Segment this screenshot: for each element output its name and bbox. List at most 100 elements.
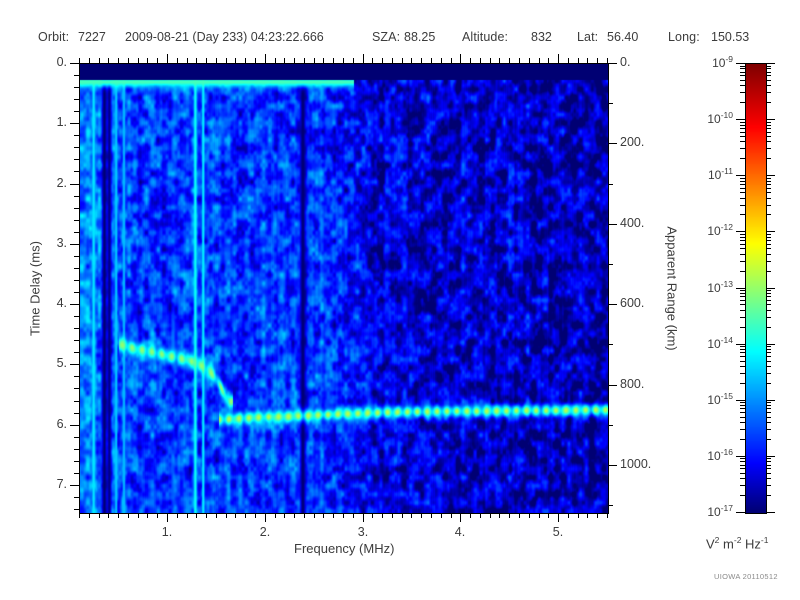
x-minor-tick <box>441 513 442 518</box>
colorbar-minor-tick-right <box>766 356 771 357</box>
x-minor-tick-top <box>177 58 178 63</box>
colorbar-minor-tick-right <box>766 72 771 73</box>
colorbar-tick-label: 10-12 <box>675 222 733 238</box>
x-minor-tick <box>118 513 119 518</box>
y-right-tick-label: 800. <box>620 377 645 391</box>
y-left-minor-tick <box>74 292 79 293</box>
y-left-tick-label: 6. <box>56 417 67 431</box>
x-major-tick <box>558 513 559 522</box>
colorbar-minor-tick-right <box>766 240 771 241</box>
y-right-major-tick <box>608 63 617 64</box>
x-minor-tick-top <box>441 58 442 63</box>
colorbar-minor-tick-left <box>740 296 745 297</box>
colorbar-minor-tick-left <box>740 72 745 73</box>
colorbar-minor-tick-left <box>740 429 745 430</box>
colorbar-minor-tick-left <box>740 356 745 357</box>
x-minor-tick-top <box>519 58 520 63</box>
colorbar-minor-tick-left <box>740 402 745 403</box>
orbit-value: 7227 <box>78 30 106 44</box>
colorbar-tick-label: 10-10 <box>675 110 733 126</box>
colorbar-mantissa: 10 <box>707 112 721 126</box>
colorbar-minor-tick-left <box>740 148 745 149</box>
x-major-tick-top <box>460 54 461 63</box>
x-minor-tick <box>128 513 129 518</box>
colorbar-minor-tick-left <box>740 214 745 215</box>
x-minor-tick <box>255 513 256 518</box>
x-minor-tick <box>294 513 295 518</box>
colorbar-minor-tick-left <box>740 310 745 311</box>
colorbar-minor-tick-right <box>766 458 771 459</box>
colorbar-minor-tick-right <box>766 136 771 137</box>
x-major-tick <box>265 513 266 522</box>
y-left-minor-tick <box>74 509 79 510</box>
colorbar-mantissa: 10 <box>707 505 721 519</box>
colorbar-major-tick-left <box>736 231 745 232</box>
y-right-major-tick <box>608 304 617 305</box>
x-minor-tick <box>470 513 471 518</box>
y-left-minor-tick <box>74 473 79 474</box>
colorbar-minor-tick-left <box>740 366 745 367</box>
colorbar-minor-tick-right <box>766 473 771 474</box>
y-right-major-tick <box>608 224 617 225</box>
colorbar-major-tick-left <box>736 175 745 176</box>
colorbar <box>745 63 767 514</box>
y-left-tick-label: 4. <box>56 296 67 310</box>
sza-label: SZA: <box>372 30 401 44</box>
x-minor-tick-top <box>226 58 227 63</box>
colorbar-minor-tick-left <box>740 122 745 123</box>
y-left-minor-tick <box>74 111 79 112</box>
y-left-tick-label: 3. <box>56 236 67 250</box>
x-minor-tick <box>578 513 579 518</box>
colorbar-minor-tick-left <box>740 102 745 103</box>
x-minor-tick <box>235 513 236 518</box>
colorbar-minor-tick-right <box>766 141 771 142</box>
colorbar-minor-tick-right <box>766 85 771 86</box>
x-minor-tick-top <box>245 58 246 63</box>
x-minor-tick-top <box>529 58 530 63</box>
units-m: m <box>719 536 734 552</box>
x-major-tick-top <box>558 54 559 63</box>
x-minor-tick-top <box>353 58 354 63</box>
x-minor-tick <box>607 513 608 518</box>
y-left-tick-label: 1. <box>56 115 67 129</box>
x-tick-label: 4. <box>454 525 466 539</box>
colorbar-minor-tick-right <box>766 181 771 182</box>
colorbar-minor-tick-right <box>766 327 771 328</box>
y-right-tick-label: 200. <box>620 135 645 149</box>
y-left-major-tick <box>70 123 79 124</box>
colorbar-minor-tick-left <box>740 349 745 350</box>
colorbar-minor-tick-left <box>740 417 745 418</box>
colorbar-mantissa: 10 <box>707 337 721 351</box>
y-right-minor-tick <box>608 184 613 185</box>
colorbar-minor-tick-left <box>740 181 745 182</box>
colorbar-minor-tick-left <box>740 473 745 474</box>
colorbar-minor-tick-left <box>740 198 745 199</box>
colorbar-tick-label: 10-9 <box>675 54 733 70</box>
x-minor-tick <box>411 513 412 518</box>
colorbar-minor-tick-right <box>766 237 771 238</box>
colorbar-major-tick-right <box>766 456 775 457</box>
colorbar-minor-tick-left <box>740 293 745 294</box>
colorbar-units: V2 m-2 Hz-1 <box>706 535 768 551</box>
x-minor-tick <box>216 513 217 518</box>
colorbar-minor-tick-right <box>766 405 771 406</box>
colorbar-minor-tick-right <box>766 261 771 262</box>
y-left-tick-label: 0. <box>56 55 67 69</box>
altitude-label: Altitude: <box>462 30 509 44</box>
colorbar-minor-tick-right <box>766 178 771 179</box>
y-left-minor-tick <box>74 208 79 209</box>
colorbar-minor-tick-left <box>740 254 745 255</box>
x-minor-tick <box>226 513 227 518</box>
colorbar-minor-tick-right <box>766 214 771 215</box>
colorbar-minor-tick-left <box>740 248 745 249</box>
colorbar-mantissa: 10 <box>707 393 721 407</box>
y-left-minor-tick <box>74 135 79 136</box>
datetime-value: 2009-08-21 (Day 233) 04:23:22.666 <box>125 30 324 44</box>
colorbar-minor-tick-right <box>766 402 771 403</box>
x-minor-tick-top <box>578 58 579 63</box>
x-minor-tick <box>568 513 569 518</box>
y-left-minor-tick <box>74 87 79 88</box>
x-minor-tick <box>196 513 197 518</box>
y-left-minor-tick <box>74 352 79 353</box>
colorbar-minor-tick-left <box>740 184 745 185</box>
